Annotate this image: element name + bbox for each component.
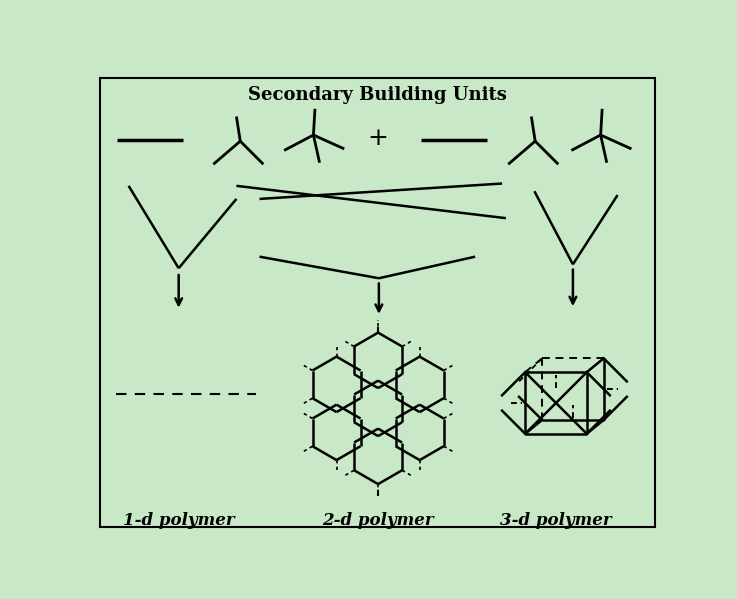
- Text: Secondary Building Units: Secondary Building Units: [248, 86, 507, 104]
- Text: 2-d polymer: 2-d polymer: [322, 512, 434, 530]
- Text: +: +: [368, 126, 388, 150]
- Text: 3-d polymer: 3-d polymer: [500, 512, 612, 530]
- Text: 1-d polymer: 1-d polymer: [123, 512, 234, 530]
